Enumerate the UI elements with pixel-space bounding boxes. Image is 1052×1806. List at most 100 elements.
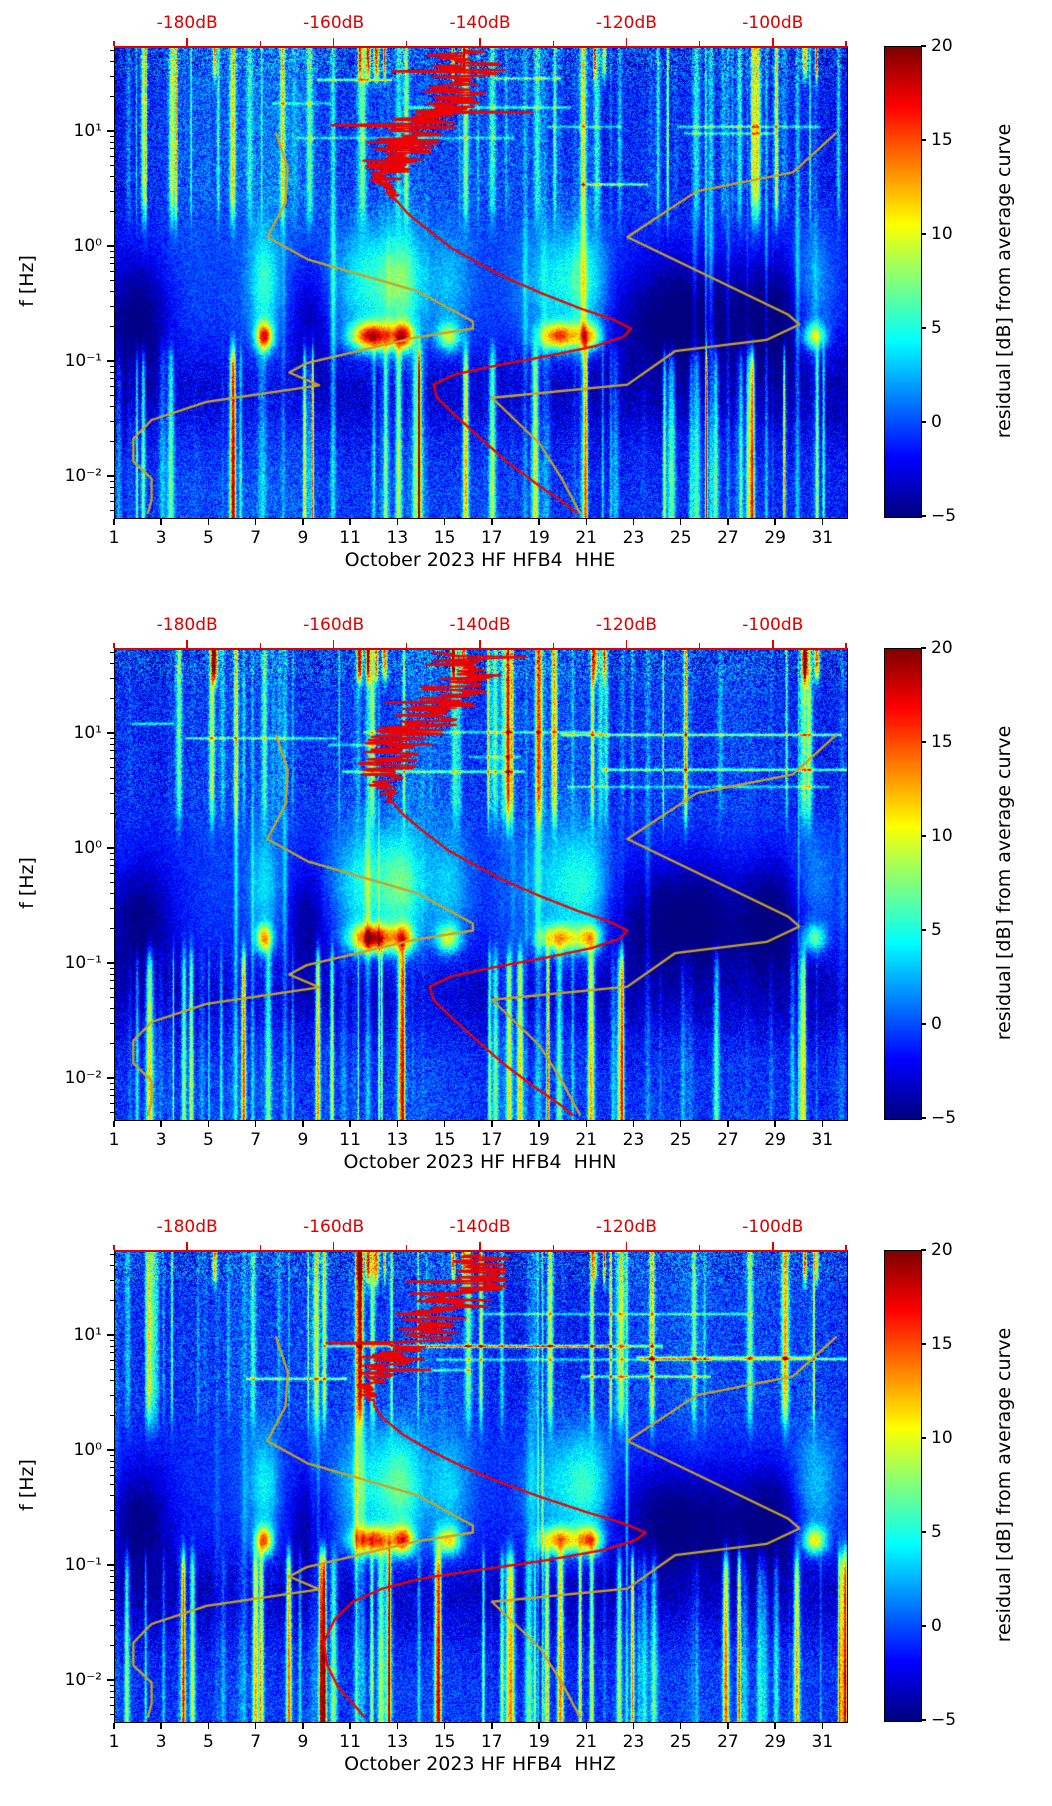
colorbar-hhe: [884, 46, 922, 518]
x-axis-tick: [254, 1121, 257, 1127]
y-axis-tick: [107, 1564, 114, 1566]
top-axis-tick: [625, 640, 628, 648]
plot-area-hhz: [114, 1250, 848, 1723]
y-axis-tick-label: 10⁰: [73, 1440, 102, 1461]
x-axis-tick-label: 17: [480, 1732, 503, 1752]
x-axis-tick-label: 13: [386, 1130, 409, 1150]
colorbar-tick-label: 20: [931, 1240, 953, 1260]
x-axis-tick-label: 17: [480, 1130, 503, 1150]
x-axis-tick: [443, 519, 446, 525]
y-axis-tick: [107, 130, 114, 132]
x-axis-tick-label: 15: [433, 528, 456, 548]
x-axis-tick: [491, 1723, 493, 1729]
colorbar-tick-label: −5: [931, 1710, 957, 1730]
y-axis-tick-label: 10⁻²: [64, 1670, 102, 1691]
top-axis-tick-label: -100dB: [742, 1217, 804, 1237]
x-axis-title: October 2023 HF HFB4 HHZ: [344, 1753, 616, 1775]
colorbar-tick-label: 0: [931, 1616, 942, 1636]
x-axis-tick-label: 5: [203, 1732, 214, 1752]
x-axis-tick: [254, 519, 257, 525]
x-axis-tick: [821, 1121, 824, 1127]
x-axis-tick-label: 31: [811, 528, 834, 548]
y-axis-tick: [107, 1449, 114, 1451]
colorbar-tick-label: 5: [931, 920, 942, 940]
x-axis-tick: [443, 1121, 446, 1127]
top-axis-tick-label: -140dB: [449, 13, 511, 33]
spectrogram-panel-hhe: f [Hz] October 2023 HF HFB4 HHE residual…: [0, 0, 1052, 602]
x-axis-tick: [207, 1121, 210, 1127]
top-axis-tick: [479, 38, 481, 46]
colorbar-tick-label: 15: [931, 732, 953, 752]
top-axis-tick-label: -180dB: [156, 615, 218, 635]
x-axis-tick-label: 27: [717, 1130, 739, 1150]
colorbar-tick-label: 5: [931, 1522, 942, 1542]
x-axis-tick-label: 31: [811, 1732, 834, 1752]
y-axis-tick: [107, 1334, 114, 1336]
x-axis-tick: [396, 519, 399, 525]
x-axis-tick: [160, 1121, 162, 1127]
top-axis-tick: [186, 38, 188, 46]
plot-area-hhn: [114, 648, 848, 1121]
top-axis-tick: [772, 1242, 774, 1250]
x-axis-tick-label: 7: [250, 528, 262, 548]
x-axis-tick-label: 3: [155, 528, 167, 548]
x-axis-tick: [538, 519, 540, 525]
colorbar-tick-label: −5: [931, 1108, 957, 1128]
x-axis-tick: [632, 1121, 635, 1127]
x-axis-tick: [160, 519, 162, 525]
y-axis-tick: [107, 360, 114, 362]
x-axis-tick-label: 29: [764, 1732, 786, 1752]
spectrogram-panel-hhn: f [Hz] October 2023 HF HFB4 HHN residual…: [0, 602, 1052, 1204]
x-axis-tick-label: 11: [339, 528, 361, 548]
colorbar-tick-label: −5: [931, 506, 957, 526]
x-axis-tick-label: 21: [575, 1130, 598, 1150]
x-axis-tick: [632, 1723, 635, 1729]
y-axis-title: f [Hz]: [16, 255, 38, 307]
top-axis-tick: [186, 640, 188, 648]
x-axis-tick: [113, 1121, 115, 1127]
x-axis-tick: [491, 519, 493, 525]
x-axis-tick: [396, 1723, 399, 1729]
x-axis-tick-label: 11: [339, 1732, 361, 1752]
colorbar-tick-label: 15: [931, 1334, 953, 1354]
colorbar-tick-label: 20: [931, 36, 953, 56]
x-axis-tick-label: 29: [764, 528, 786, 548]
x-axis-tick: [113, 519, 115, 525]
x-axis-tick: [302, 1723, 304, 1729]
top-axis-tick-label: -160dB: [303, 615, 365, 635]
x-axis-tick: [585, 1121, 587, 1127]
colorbar-tick-label: 15: [931, 130, 953, 150]
top-axis-tick: [625, 1242, 628, 1250]
y-axis-tick: [107, 962, 114, 964]
x-axis-tick-label: 1: [108, 1732, 120, 1752]
x-axis-tick-label: 15: [433, 1732, 456, 1752]
x-axis-tick-label: 27: [717, 1732, 739, 1752]
x-axis-tick: [396, 1121, 399, 1127]
top-axis-tick-label: -120dB: [595, 13, 657, 33]
x-axis-tick: [207, 519, 210, 525]
plot-area-hhe: [114, 46, 848, 519]
colorbar-canvas-hhe: [885, 47, 921, 517]
top-axis-tick: [186, 1242, 188, 1250]
x-axis-tick: [727, 1121, 729, 1127]
x-axis-tick: [727, 1723, 729, 1729]
y-axis-tick-label: 10⁰: [73, 236, 102, 257]
top-axis-tick-label: -180dB: [156, 1217, 218, 1237]
x-axis-tick-label: 15: [433, 1130, 456, 1150]
x-axis-tick-label: 31: [811, 1130, 834, 1150]
x-axis-tick-label: 27: [717, 528, 739, 548]
y-axis-title: f [Hz]: [16, 857, 38, 909]
x-axis-tick: [821, 1723, 824, 1729]
x-axis-tick-label: 1: [108, 1130, 120, 1150]
x-axis-tick: [679, 519, 682, 525]
top-axis-tick-label: -100dB: [742, 13, 804, 33]
y-axis-tick-label: 10⁰: [73, 838, 102, 859]
colorbar-hhn: [884, 648, 922, 1120]
top-axis-tick: [772, 38, 774, 46]
x-axis-tick: [254, 1723, 257, 1729]
x-axis-tick: [160, 1723, 162, 1729]
top-axis-tick: [332, 640, 335, 648]
top-axis-tick: [479, 640, 481, 648]
x-axis-tick-label: 5: [203, 528, 214, 548]
x-axis-tick: [585, 1723, 587, 1729]
